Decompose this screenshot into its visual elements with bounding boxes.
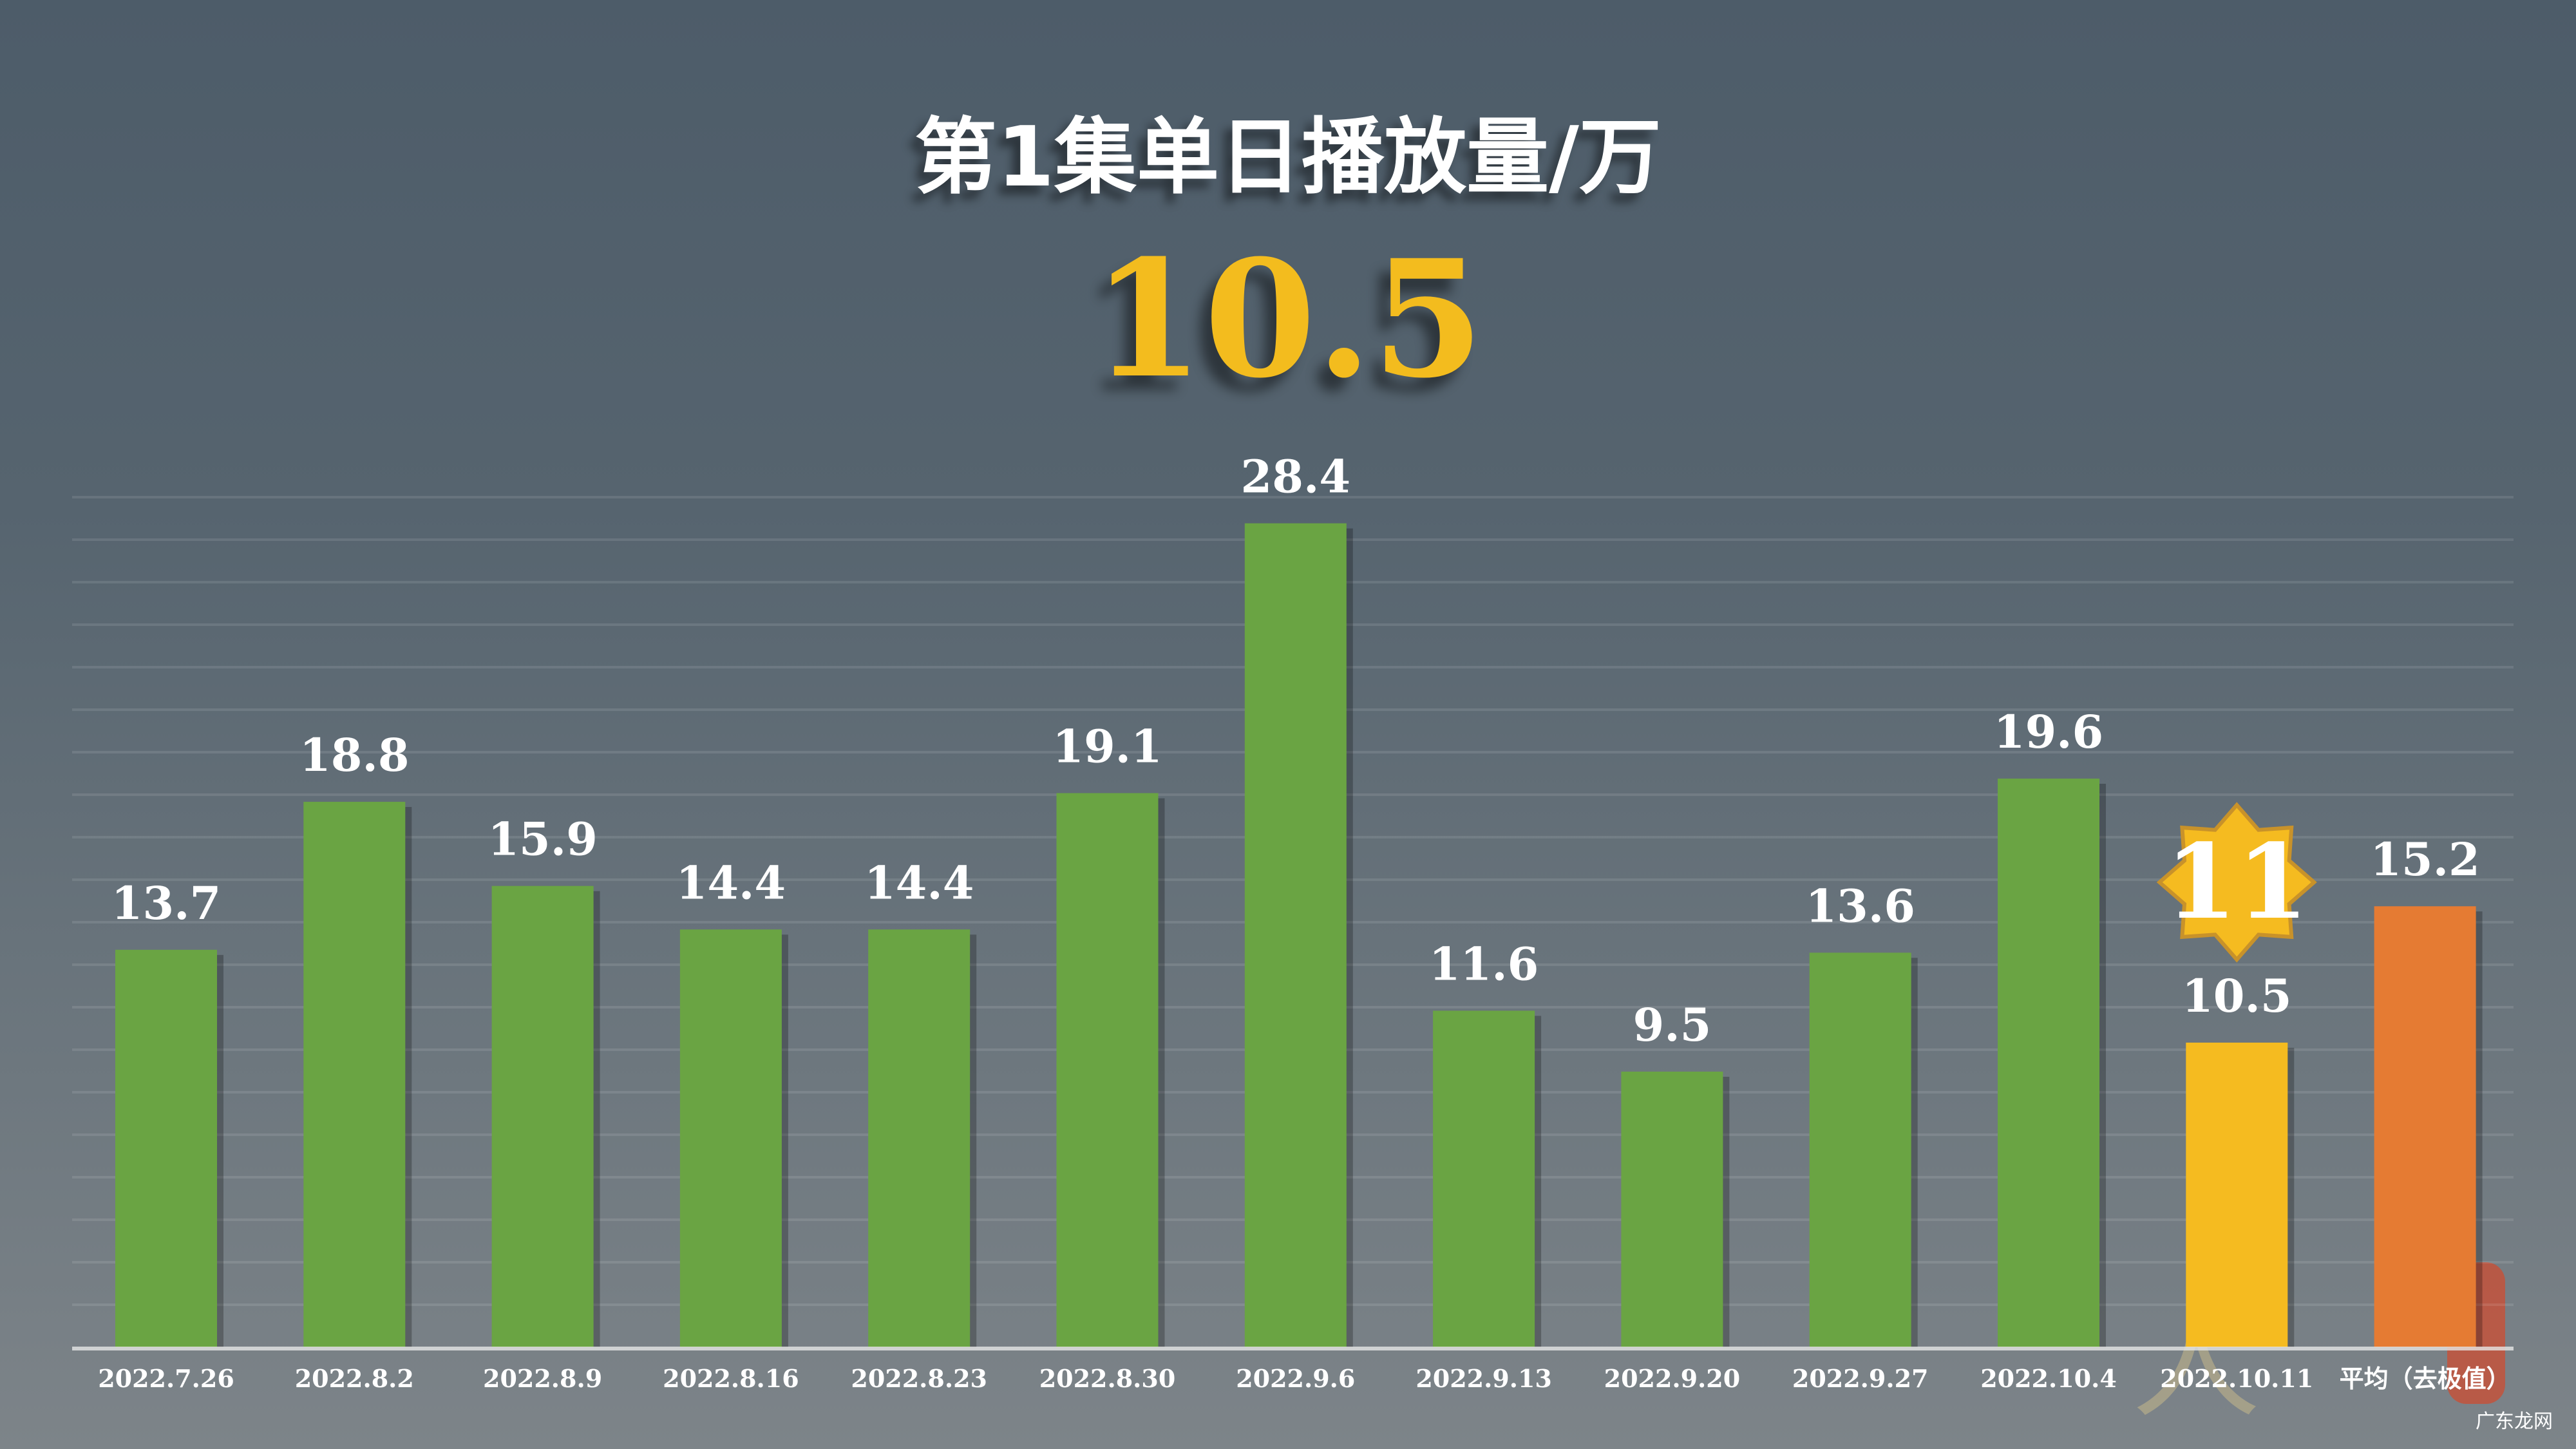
badge-label: 11 [2165,821,2309,942]
category-label: 2022.8.9 [483,1364,602,1393]
category-label: 2022.8.23 [851,1364,987,1393]
bar-平均（去极值） [2374,906,2476,1347]
value-label: 18.8 [299,728,410,782]
value-label: 10.5 [2182,969,2292,1023]
value-label: 11.6 [1429,937,1539,990]
source-credit: 广东龙网 [2476,1410,2553,1433]
bar-2022.8.2 [303,802,406,1347]
badge-star-icon [2156,802,2317,963]
category-label: 2022.10.11 [2160,1364,2313,1393]
bar-2022.9.6 [1244,523,1347,1347]
bar-2022.10.4 [1998,779,2099,1347]
category-label: 2022.9.13 [1416,1364,1552,1393]
bar-2022.9.27 [1809,952,1911,1347]
bar-2022.8.16 [679,929,782,1347]
category-label: 平均（去极值） [2340,1364,2511,1393]
value-label: 9.5 [1633,998,1712,1052]
highlight-value: 10.5 [1092,224,1484,413]
value-label: 15.9 [488,813,598,866]
bar-2022.8.9 [491,886,594,1347]
bar-2022.8.30 [1056,793,1159,1347]
value-label: 19.6 [1994,705,2104,759]
value-label: 13.6 [1805,879,1915,933]
value-label: 28.4 [1241,450,1351,504]
bar-2022.8.23 [868,929,971,1347]
category-label: 2022.9.20 [1604,1364,1741,1393]
category-label: 2022.10.4 [1980,1364,2117,1393]
value-label: 14.4 [864,856,974,909]
bar-2022.7.26 [115,949,217,1347]
bar-2022.9.13 [1433,1010,1535,1347]
value-label: 14.4 [676,856,786,909]
category-label: 2022.9.27 [1792,1364,1929,1393]
category-label: 2022.9.6 [1236,1364,1355,1393]
category-label: 2022.8.30 [1039,1364,1176,1393]
value-label: 15.2 [2370,833,2480,886]
value-label: 19.1 [1052,720,1162,773]
category-label: 2022.7.26 [98,1364,234,1393]
chart-title: 第1集单日播放量/万 [914,109,1662,205]
category-label: 2022.8.2 [295,1364,414,1393]
bar-2022.9.20 [1621,1072,1723,1347]
bar-2022.10.11 [2186,1042,2288,1347]
value-label: 13.7 [111,876,222,930]
category-label: 2022.8.16 [663,1364,799,1393]
